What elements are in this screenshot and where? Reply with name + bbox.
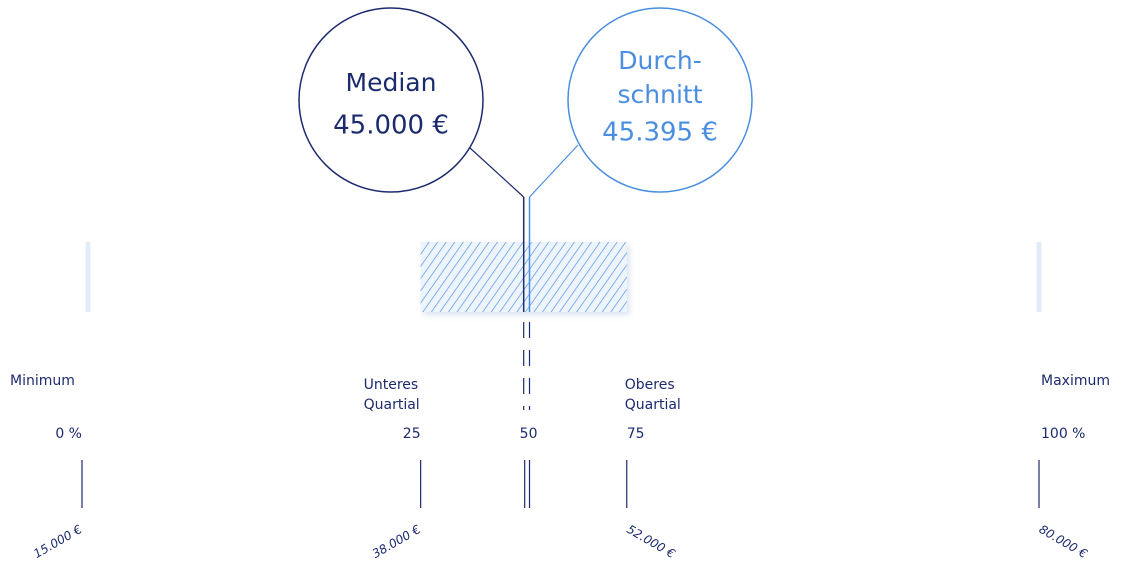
median-value: 45.000 € xyxy=(333,111,449,141)
mean-title: schnitt xyxy=(617,80,702,109)
stat-name: Unteres xyxy=(364,377,419,393)
percentile-label: 0 % xyxy=(55,426,82,442)
percentile-label: 25 xyxy=(403,426,421,442)
median-title: Median xyxy=(346,68,437,97)
value-label: 80.000 € xyxy=(1037,522,1091,561)
stat-name: Quartial xyxy=(625,397,681,413)
mean-title: Durch- xyxy=(618,46,701,75)
mean-value: 45.395 € xyxy=(602,118,718,148)
value-label: 52.000 € xyxy=(624,522,678,561)
stat-name: Minimum xyxy=(10,373,75,389)
percentile-label: 75 xyxy=(627,426,645,442)
value-label: 15.000 € xyxy=(31,522,85,561)
value-label: 38.000 € xyxy=(370,522,424,561)
median-bubble xyxy=(298,7,484,193)
median-connector xyxy=(469,147,525,198)
stat-name: Quartial xyxy=(364,397,420,413)
stat-name: Maximum xyxy=(1041,373,1110,389)
mean-connector xyxy=(529,144,579,198)
stat-name: Oberes xyxy=(625,377,675,393)
mean-bubble xyxy=(567,7,753,193)
percentile-label: 100 % xyxy=(1041,426,1085,442)
percentile-label: 50 xyxy=(520,426,538,442)
